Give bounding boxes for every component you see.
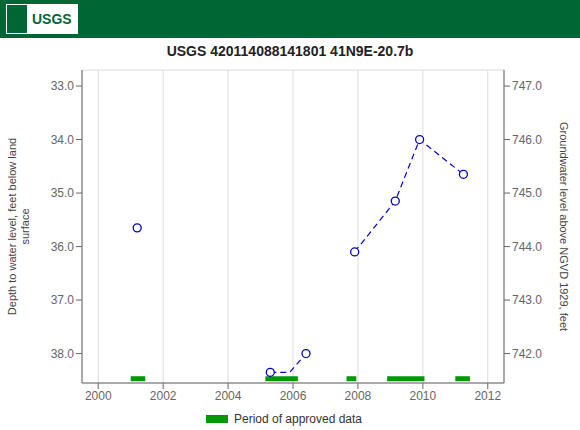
svg-text:33.0: 33.0 [51,79,75,93]
svg-text:2002: 2002 [150,389,177,403]
svg-text:2006: 2006 [280,389,307,403]
svg-text:38.0: 38.0 [51,347,75,361]
svg-text:2008: 2008 [345,389,372,403]
svg-text:36.0: 36.0 [51,240,75,254]
svg-text:Depth to water level, feet bel: Depth to water level, feet below landsur… [8,138,31,315]
svg-text:742.0: 742.0 [512,347,542,361]
svg-text:745.0: 745.0 [512,186,542,200]
svg-text:2000: 2000 [85,389,112,403]
svg-text:37.0: 37.0 [51,293,75,307]
svg-text:2004: 2004 [215,389,242,403]
html-text:USGS 420114088141801 41N9E-20.: USGS 420114088141801 41N9E-20.7b [166,43,414,59]
svg-text:744.0: 744.0 [512,240,542,254]
svg-text:747.0: 747.0 [512,79,542,93]
html-text:USGS: USGS [32,11,72,27]
svg-text:746.0: 746.0 [512,133,542,147]
svg-text:743.0: 743.0 [512,293,542,307]
svg-text:2010: 2010 [409,389,436,403]
svg-text:2012: 2012 [474,389,501,403]
svg-text:34.0: 34.0 [51,133,75,147]
html-text:Period of approved data: Period of approved data [234,412,362,426]
svg-text:35.0: 35.0 [51,186,75,200]
svg-text:Groundwater level above NGVD 1: Groundwater level above NGVD 1929, feet [558,122,570,331]
